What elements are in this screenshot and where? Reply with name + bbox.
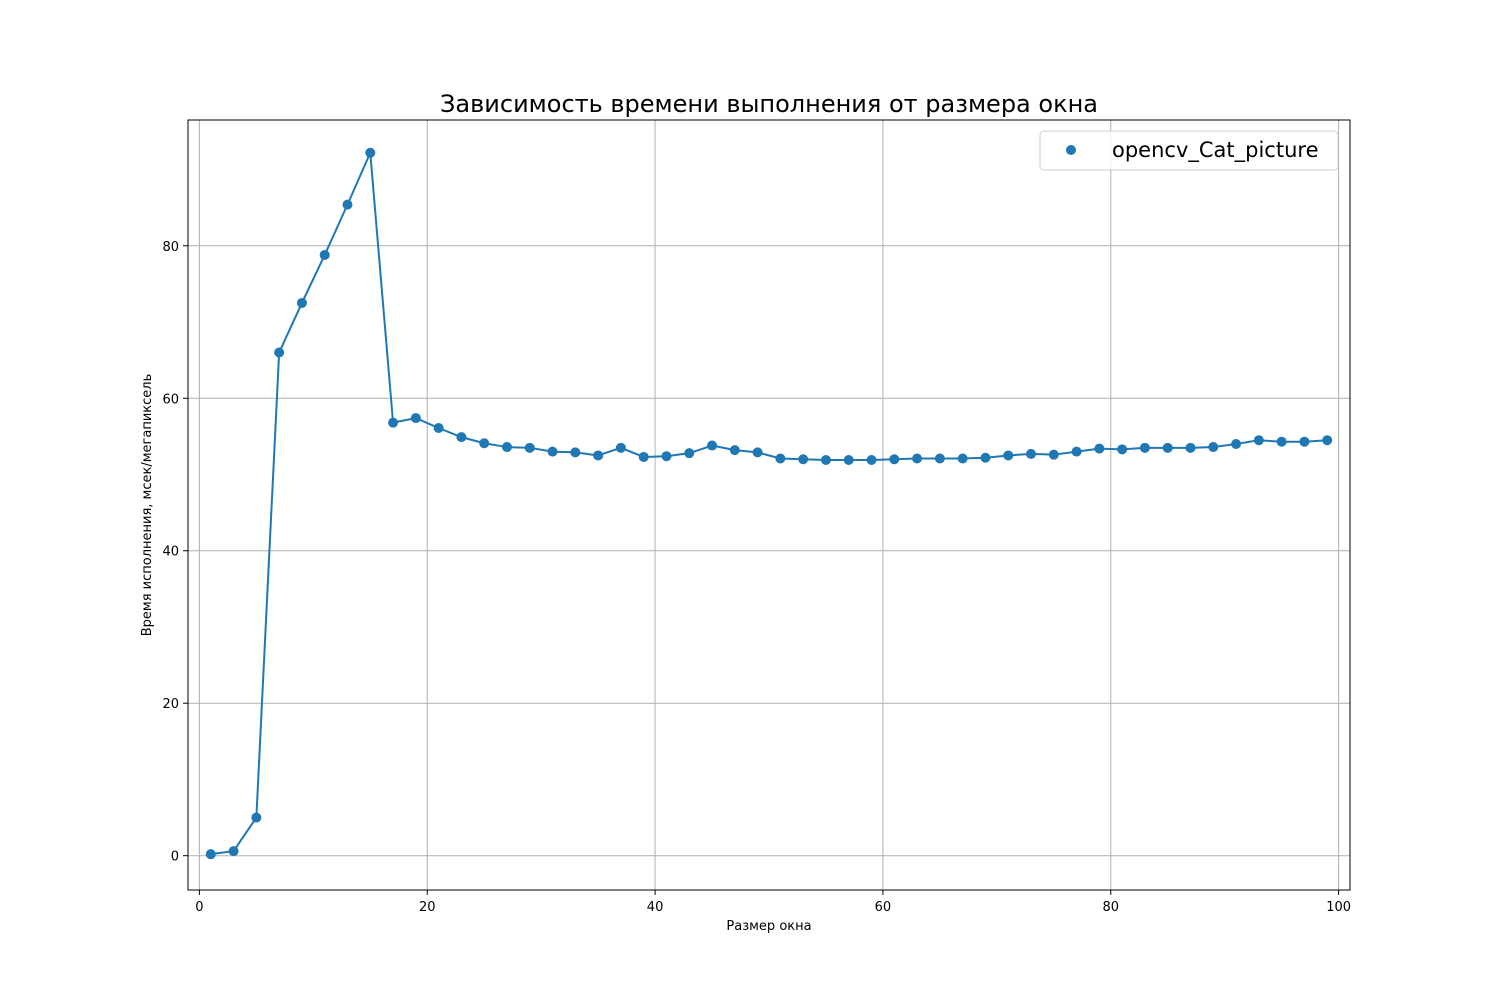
plot-frame — [187, 119, 1351, 891]
axis-ticks: 0 20 40 60 80 100 0 20 40 60 80 — [162, 240, 1351, 915]
legend: opencv_Cat_picture — [1039, 130, 1339, 171]
data-point — [1139, 442, 1150, 453]
data-point — [820, 455, 831, 466]
data-point — [365, 147, 376, 158]
data-point — [274, 347, 285, 358]
x-tick-label: 40 — [647, 900, 664, 915]
data-point — [1117, 444, 1128, 455]
data-point — [638, 451, 649, 462]
data-point — [729, 445, 740, 456]
data-point — [1299, 436, 1310, 447]
data-point — [1071, 446, 1082, 457]
data-point — [205, 849, 216, 860]
data-point — [1208, 442, 1219, 453]
data-point — [547, 446, 558, 457]
data-point — [843, 455, 854, 466]
data-point — [615, 442, 626, 453]
data-point — [1003, 450, 1014, 461]
data-point — [798, 454, 809, 465]
x-tick-label: 60 — [875, 900, 892, 915]
x-tick-label: 0 — [195, 900, 203, 915]
series-layer — [205, 147, 1333, 860]
data-point — [1231, 439, 1242, 450]
data-point — [1253, 435, 1264, 446]
data-point — [388, 417, 399, 428]
data-point — [570, 447, 581, 458]
data-point — [661, 451, 672, 462]
series-line — [210, 151, 1328, 856]
data-point — [1322, 435, 1333, 446]
data-point — [228, 846, 239, 857]
data-point — [1094, 443, 1105, 454]
y-tick-label: 60 — [162, 392, 179, 407]
x-axis-label: Размер окна — [726, 919, 811, 934]
y-tick-label: 0 — [171, 850, 179, 865]
data-point — [912, 453, 923, 464]
data-point — [707, 440, 718, 451]
data-point — [1162, 442, 1173, 453]
data-point — [296, 297, 307, 308]
x-tick-label: 20 — [419, 900, 436, 915]
data-point — [684, 448, 695, 459]
data-point — [957, 453, 968, 464]
data-point — [752, 447, 763, 458]
x-tick-label: 100 — [1326, 900, 1351, 915]
data-point — [251, 812, 262, 823]
x-tick-label: 80 — [1102, 900, 1119, 915]
data-point — [1048, 449, 1059, 460]
legend-marker — [1066, 145, 1076, 155]
data-point — [524, 442, 535, 453]
data-point — [342, 199, 353, 210]
data-point — [1185, 442, 1196, 453]
data-point — [593, 450, 604, 461]
legend-label: opencv_Cat_picture — [1112, 138, 1319, 163]
data-point — [410, 413, 421, 424]
data-point — [456, 432, 467, 443]
data-point — [319, 249, 330, 260]
y-axis-label: Время исполнения, мсек/мегапиксель — [140, 374, 155, 637]
grid — [188, 120, 1350, 890]
chart-title: Зависимость времени выполнения от размер… — [440, 90, 1098, 118]
data-point — [501, 442, 512, 453]
legend-box — [1039, 130, 1339, 171]
data-point — [775, 453, 786, 464]
y-tick-label: 40 — [162, 545, 179, 560]
data-point — [934, 453, 945, 464]
data-point — [479, 438, 490, 449]
y-tick-label: 80 — [162, 240, 179, 255]
data-point — [433, 423, 444, 433]
y-tick-label: 20 — [162, 697, 179, 712]
data-point — [889, 454, 900, 465]
data-point — [1276, 436, 1287, 447]
data-point — [866, 455, 877, 466]
data-point — [1026, 448, 1037, 459]
data-point — [980, 452, 991, 463]
